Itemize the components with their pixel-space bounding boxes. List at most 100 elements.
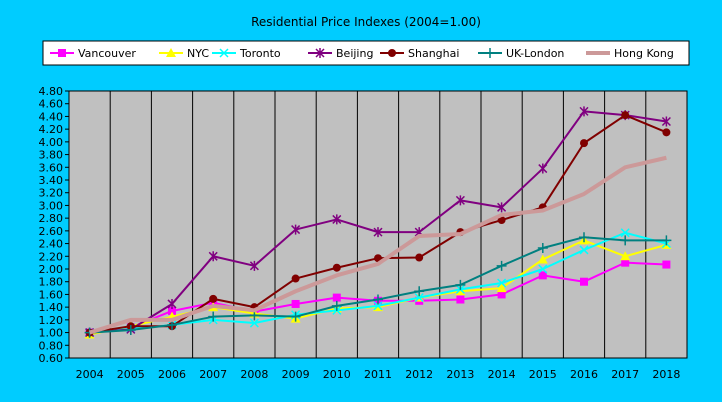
data-point (620, 228, 630, 238)
data-point (537, 254, 548, 264)
data-point (538, 264, 548, 274)
data-point (620, 235, 631, 246)
data-point (332, 214, 342, 225)
data-point (209, 294, 218, 303)
x-tick-label: 2014 (488, 368, 516, 381)
data-point (621, 258, 630, 267)
series-group (84, 106, 672, 339)
data-point (168, 306, 176, 315)
data-point (620, 251, 631, 261)
y-tick-label: 1.80 (39, 276, 64, 289)
series-toronto (85, 228, 671, 338)
data-point (414, 286, 425, 297)
data-point (332, 293, 341, 302)
x-tick-label: 2018 (652, 368, 680, 381)
y-axis: 0.600.801.001.201.401.601.802.002.202.40… (39, 85, 69, 365)
data-point (373, 301, 383, 311)
series-hong-kong (89, 155, 667, 335)
series-uk-london (84, 232, 672, 338)
data-point (415, 253, 424, 262)
y-tick-label: 1.20 (39, 314, 64, 327)
data-point (249, 260, 259, 271)
legend-entry: Hong Kong (586, 47, 674, 60)
data-point (291, 224, 301, 235)
y-tick-label: 1.40 (39, 301, 64, 314)
x-tick-label: 2009 (282, 368, 310, 381)
data-point (496, 283, 507, 293)
data-point (166, 48, 176, 57)
data-point (455, 286, 466, 296)
data-point (290, 311, 301, 322)
y-tick-label: 4.40 (39, 110, 64, 123)
x-tick-label: 2005 (117, 368, 145, 381)
data-point (579, 232, 589, 243)
legend-box (42, 40, 690, 66)
data-point (125, 325, 136, 336)
y-tick-label: 0.60 (39, 352, 64, 365)
x-tick-label: 2012 (405, 368, 433, 381)
x-tick-label: 2004 (76, 368, 104, 381)
x-tick-label: 2011 (364, 368, 392, 381)
y-tick-label: 4.00 (39, 136, 64, 149)
data-point (373, 294, 383, 305)
x-tick-label: 2017 (611, 368, 639, 381)
data-point (538, 271, 547, 280)
data-point (58, 49, 66, 57)
legend-entry: Toronto (212, 47, 281, 60)
y-tick-label: 1.60 (39, 288, 64, 301)
data-point (662, 128, 671, 137)
data-point (167, 298, 177, 309)
data-point (388, 49, 396, 57)
x-tick-label: 2007 (199, 368, 227, 381)
legend-entry: NYC (159, 47, 209, 60)
legend: Vancouver NYC Toronto Beijing Shanghai UK-Lon… (42, 40, 690, 66)
data-point (331, 300, 342, 311)
legend-label: Vancouver (78, 47, 136, 60)
y-tick-label: 2.20 (39, 250, 64, 263)
data-point (661, 235, 672, 246)
data-point (208, 251, 218, 262)
data-point (497, 278, 507, 288)
y-tick-label: 2.40 (39, 238, 64, 251)
data-point (373, 227, 383, 238)
data-point (497, 290, 506, 299)
data-point (485, 48, 495, 58)
y-tick-label: 4.80 (39, 85, 64, 98)
y-tick-label: 3.00 (39, 199, 64, 212)
y-tick-label: 2.60 (39, 225, 64, 238)
data-point (497, 202, 507, 213)
data-point (662, 260, 671, 269)
data-point (219, 48, 229, 58)
chart-title: Residential Price Indexes (2004=1.00) (251, 15, 481, 29)
x-tick-label: 2013 (446, 368, 474, 381)
data-point (291, 299, 300, 308)
y-tick-label: 2.00 (39, 263, 64, 276)
y-tick-label: 3.20 (39, 187, 64, 200)
legend-label: Toronto (239, 47, 281, 60)
y-tick-label: 3.80 (39, 149, 64, 162)
data-point (315, 48, 325, 58)
legend-label: NYC (187, 47, 209, 60)
y-tick-label: 4.20 (39, 123, 64, 136)
series-line (89, 155, 667, 335)
legend-entry: UK-London (478, 47, 564, 60)
x-tick-label: 2006 (158, 368, 186, 381)
x-tick-label: 2016 (570, 368, 598, 381)
x-tick-label: 2015 (529, 368, 557, 381)
data-point (291, 274, 300, 283)
y-tick-label: 3.60 (39, 161, 64, 174)
data-point (455, 279, 466, 290)
x-tick-label: 2008 (240, 368, 268, 381)
legend-label: UK-London (506, 47, 564, 60)
y-tick-label: 0.80 (39, 339, 64, 352)
y-tick-label: 2.80 (39, 212, 64, 225)
data-point (621, 111, 630, 120)
legend-label: Shanghai (408, 47, 459, 60)
data-point (208, 311, 219, 322)
legend-entry: Shanghai (380, 47, 459, 60)
data-point (579, 106, 589, 117)
legend-entry: Vancouver (50, 47, 136, 60)
x-axis: 2004 2005 2006 2007 2008 2009 2010 2011 2012 2013… (76, 368, 681, 381)
